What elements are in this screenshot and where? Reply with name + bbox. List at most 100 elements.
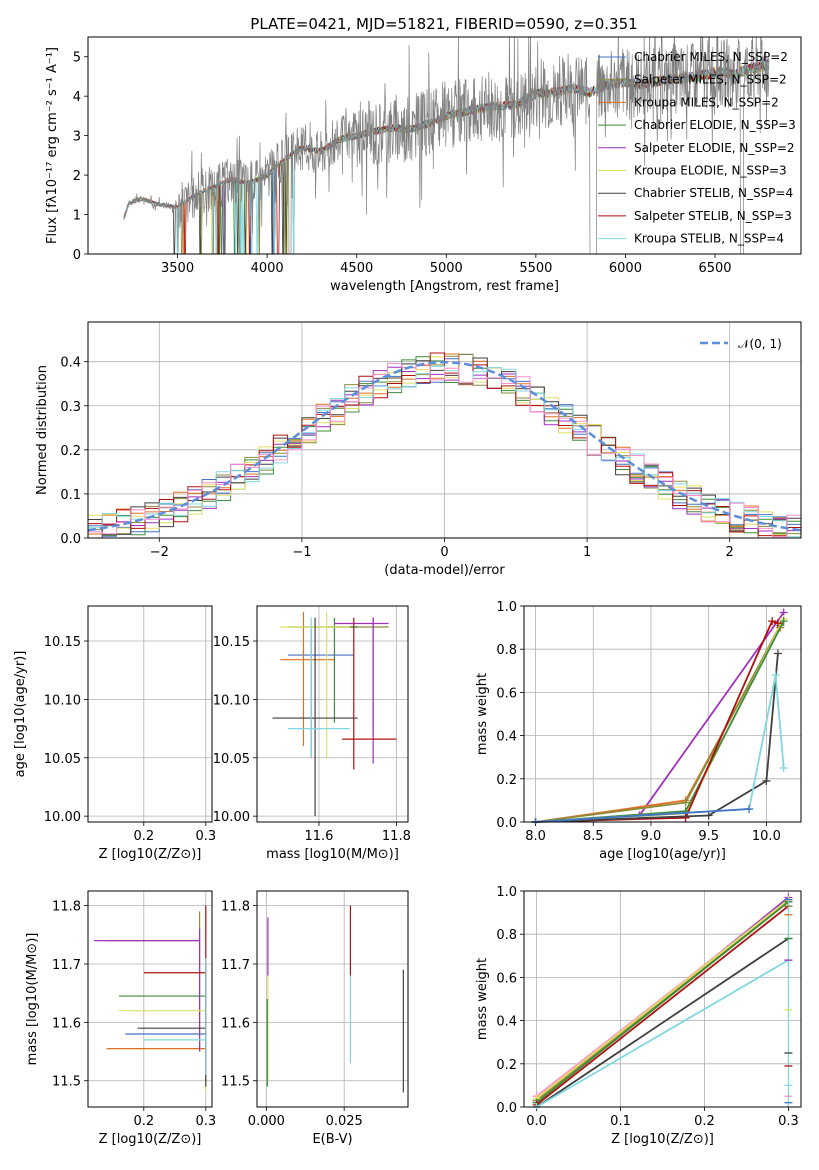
x-tick-label: −2 bbox=[150, 545, 169, 560]
spectrum-lines bbox=[123, 37, 770, 254]
weight-line bbox=[535, 674, 785, 823]
y-tick-label: 4 bbox=[73, 90, 81, 105]
weight-marker bbox=[681, 813, 690, 822]
x-axis-label: Z [log10(Z/Z⊙)] bbox=[99, 1132, 202, 1147]
plot-frame bbox=[87, 890, 213, 1108]
x-tick-label: 4000 bbox=[251, 261, 284, 276]
legend-entry: Salpeter ELODIE, N_SSP=2 bbox=[634, 141, 795, 155]
y-tick-label: 0.2 bbox=[60, 444, 81, 459]
y-tick-label: 0.2 bbox=[496, 773, 517, 788]
plot-frame bbox=[87, 605, 213, 823]
histogram-step bbox=[88, 362, 801, 538]
y-tick-label: 11.5 bbox=[221, 1075, 250, 1090]
errorbars bbox=[88, 612, 206, 816]
y-tick-label: 0 bbox=[73, 248, 81, 263]
x-tick-label: 8.5 bbox=[583, 829, 604, 844]
weight-line bbox=[535, 624, 781, 823]
y-axis-label: mass [log10(M/M⊙)] bbox=[25, 933, 40, 1066]
weight-line bbox=[536, 905, 789, 1106]
y-tick-label: 0.4 bbox=[60, 356, 81, 371]
legend-entry: Salpeter STELIB, N_SSP=3 bbox=[634, 209, 792, 223]
figure-title: PLATE=0421, MJD=51821, FIBERID=0590, z=0… bbox=[250, 15, 637, 33]
x-tick-label: 0.1 bbox=[610, 1114, 631, 1129]
x-tick-label: 0.2 bbox=[133, 1114, 154, 1129]
weight-line bbox=[535, 627, 781, 823]
y-tick-label: 2 bbox=[73, 169, 81, 184]
weight-line bbox=[535, 653, 779, 823]
errorbars bbox=[272, 611, 397, 817]
plot-frame bbox=[256, 890, 409, 1108]
normal-curve bbox=[88, 360, 801, 532]
y-tick-label: 0.4 bbox=[496, 730, 517, 745]
mass-weight-vs-Z-panel: 0.0 0.1 0.2 0.3 0.0 0.2 0.4 0.6 0.8 1.0 Z [log10(Z… bbox=[475, 885, 802, 1147]
weight-marker bbox=[779, 764, 788, 772]
histogram-step bbox=[88, 354, 801, 537]
legend-entry: Salpeter MILES, N_SSP=2 bbox=[634, 73, 787, 87]
weight-line bbox=[536, 959, 789, 1108]
y-tick-label: 1.0 bbox=[496, 600, 517, 615]
x-tick-label: 9.0 bbox=[641, 829, 662, 844]
plot-frame bbox=[87, 36, 802, 255]
y-tick-label: 10.00 bbox=[213, 810, 250, 825]
y-tick-label: 10.00 bbox=[44, 810, 81, 825]
x-axis-label: wavelength [Angstrom, rest frame] bbox=[330, 279, 559, 294]
x-tick-label: 4500 bbox=[340, 261, 373, 276]
x-tick-label: 0.2 bbox=[694, 1114, 715, 1129]
y-tick-label: 0.0 bbox=[496, 1101, 517, 1116]
plot-frame bbox=[523, 605, 802, 823]
x-tick-label: 1 bbox=[583, 545, 591, 560]
legend-entry: Chabrier MILES, N_SSP=2 bbox=[634, 50, 788, 64]
y-tick-label: 11.8 bbox=[52, 900, 81, 915]
y-tick-label: 10.10 bbox=[213, 693, 250, 708]
weight-marker bbox=[704, 811, 713, 820]
y-tick-label: 0.0 bbox=[60, 532, 81, 547]
x-tick-label: 6000 bbox=[609, 261, 642, 276]
y-tick-label: 11.6 bbox=[52, 1016, 81, 1031]
x-tick-label: 5500 bbox=[519, 261, 552, 276]
mass-weight-vs-age-panel: 8.0 8.5 9.0 9.5 10.0 0.0 0.2 0.4 0.6 0.8 1.0 age [l… bbox=[475, 600, 802, 862]
x-tick-label: 3500 bbox=[161, 261, 194, 276]
y-tick-label: 10.15 bbox=[44, 635, 81, 650]
y-axis-label: mass weight bbox=[475, 958, 490, 1040]
legend-entry: Chabrier STELIB, N_SSP=4 bbox=[634, 186, 793, 200]
errorbars bbox=[266, 905, 404, 1093]
y-tick-label: 0.3 bbox=[60, 400, 81, 415]
x-tick-label: 0.2 bbox=[133, 829, 154, 844]
histogram-lines bbox=[88, 352, 801, 538]
x-tick-label: −1 bbox=[292, 545, 311, 560]
mass-vs-EBV-panel: 0.000 0.025 11.5 11.6 11.7 11.8 E(B-V) bbox=[221, 890, 409, 1147]
weight-marker bbox=[768, 617, 777, 626]
weight-marker bbox=[779, 617, 788, 626]
y-axis-label: Flux [fλ10⁻¹⁷ erg cm⁻² s⁻¹ A⁻¹] bbox=[45, 47, 60, 244]
observed-spectrum-line bbox=[123, 37, 770, 254]
weight-line bbox=[536, 898, 789, 1100]
y-tick-label: 0.1 bbox=[60, 488, 81, 503]
age-vs-Z-panel: 0.2 0.3 10.00 10.05 10.10 10.15 Z [log10(Z/Z⊙)… bbox=[13, 605, 216, 862]
weight-marker bbox=[745, 805, 754, 814]
spectrum-panel: 3500 4000 4500 5000 5500 6000 6500 0 1 2 3 4 5 wavele… bbox=[45, 36, 802, 294]
y-tick-label: 11.7 bbox=[52, 958, 81, 973]
x-axis-label: age [log10(age/yr)] bbox=[599, 847, 726, 862]
x-axis-label: Z [log10(Z/Z⊙)] bbox=[611, 1132, 714, 1147]
x-tick-label: 0.025 bbox=[326, 1114, 363, 1129]
y-tick-label: 10.05 bbox=[44, 752, 81, 767]
weight-marker bbox=[771, 671, 780, 680]
mass-vs-Z-panel: 0.2 0.3 11.5 11.6 11.7 11.8 Z [log10(Z/Z⊙)] mas… bbox=[25, 890, 216, 1147]
y-tick-label: 10.05 bbox=[213, 752, 250, 767]
y-tick-label: 10.10 bbox=[44, 693, 81, 708]
y-tick-label: 11.7 bbox=[221, 958, 250, 973]
legend-entry: Kroupa ELODIE, N_SSP=3 bbox=[634, 164, 787, 178]
weight-lines bbox=[531, 608, 788, 824]
x-tick-label: 0 bbox=[440, 545, 448, 560]
y-tick-label: 0.8 bbox=[496, 643, 517, 658]
legend-entry: Chabrier ELODIE, N_SSP=3 bbox=[634, 118, 796, 132]
x-axis-label: Z [log10(Z/Z⊙)] bbox=[99, 847, 202, 862]
weight-marker bbox=[762, 776, 771, 785]
x-tick-label: 2 bbox=[726, 545, 734, 560]
weight-line bbox=[536, 937, 789, 1108]
x-tick-label: 9.5 bbox=[698, 829, 719, 844]
x-tick-label: 11.8 bbox=[382, 829, 411, 844]
x-tick-label: 8.0 bbox=[525, 829, 546, 844]
y-tick-label: 1.0 bbox=[496, 885, 517, 900]
